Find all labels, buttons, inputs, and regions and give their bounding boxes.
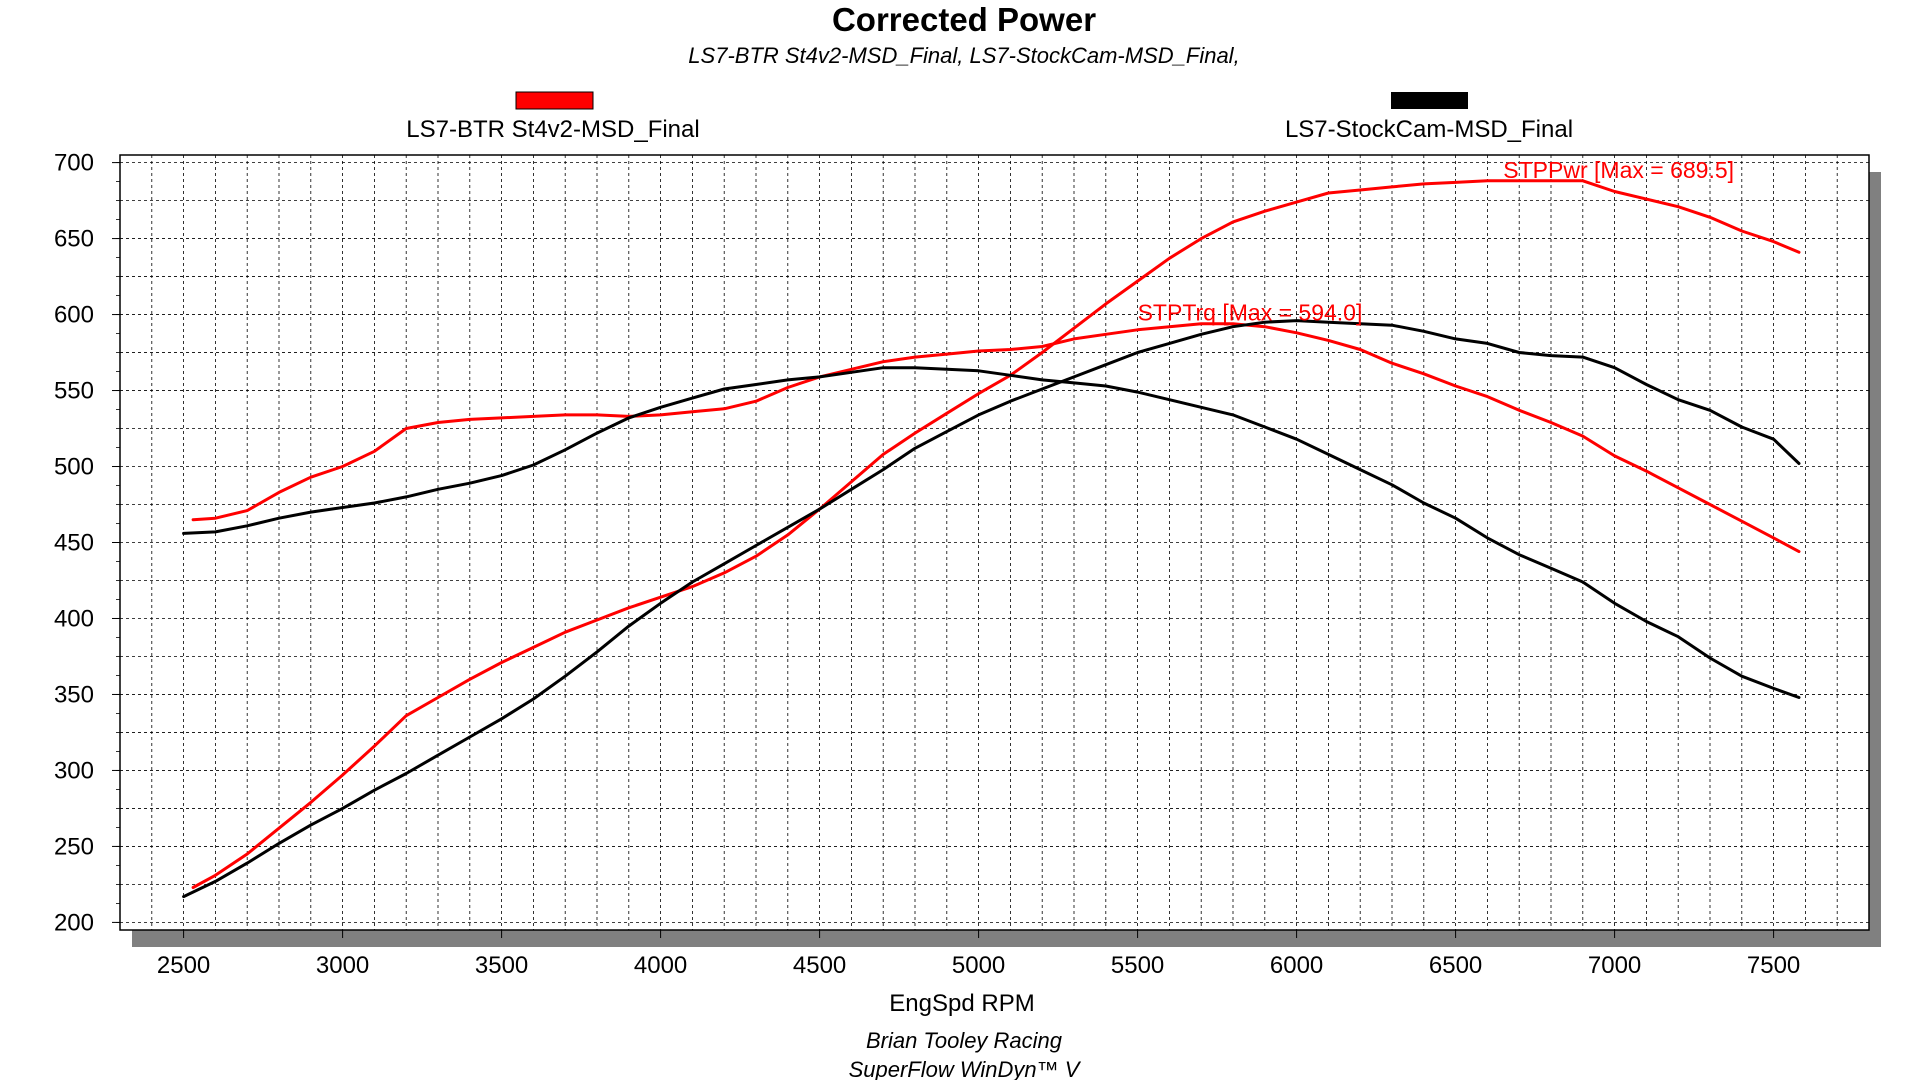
y-tick-label-300: 300	[54, 757, 94, 784]
x-tick-label-4000: 4000	[634, 952, 687, 979]
series-line-0	[191, 179, 1801, 889]
plot-frame	[119, 154, 1881, 947]
header-layer: Corrected Power LS7-BTR St4v2-MSD_Final,…	[406, 1, 1573, 1082]
y-tick-label-400: 400	[54, 605, 94, 632]
y-tick-label-600: 600	[54, 302, 94, 329]
y-tick-label-650: 650	[54, 226, 94, 253]
x-tick-label-7500: 7500	[1747, 952, 1800, 979]
x-tick-label-3500: 3500	[475, 952, 528, 979]
annotation-1: STPTrq [Max = 594.0]	[1138, 300, 1363, 326]
x-tick-label-6000: 6000	[1270, 952, 1323, 979]
series-line-3	[182, 366, 1801, 699]
y-tick-label-500: 500	[54, 454, 94, 481]
x-axis-label: EngSpd RPM	[889, 990, 1034, 1017]
series-layer	[182, 179, 1801, 899]
legend-label-stock: LS7-StockCam-MSD_Final	[1285, 116, 1573, 143]
chart-title: Corrected Power	[832, 1, 1096, 38]
annotation-layer: STPPwr [Max = 689.5] STPTrq [Max = 594.0]	[1138, 157, 1734, 326]
series-line-2	[182, 319, 1801, 899]
legend-swatch-btr	[515, 91, 594, 110]
y-tick-label-450: 450	[54, 530, 94, 557]
y-tick-label-250: 250	[54, 833, 94, 860]
series-line-1	[191, 322, 1801, 554]
plot-area	[119, 154, 1870, 931]
chart-subtitle: LS7-BTR St4v2-MSD_Final, LS7-StockCam-MS…	[688, 43, 1239, 68]
x-tick-label-3000: 3000	[316, 952, 369, 979]
x-tick-label-4500: 4500	[793, 952, 846, 979]
annotation-0: STPPwr [Max = 689.5]	[1503, 157, 1734, 183]
tick-layer: 2500 3000 3500 4000 4500 5000 5500 6000 6500 7000…	[54, 150, 1800, 979]
legend-label-btr: LS7-BTR St4v2-MSD_Final	[406, 116, 699, 143]
y-tick-label-350: 350	[54, 681, 94, 708]
x-tick-label-7000: 7000	[1588, 952, 1641, 979]
x-tick-label-5500: 5500	[1111, 952, 1164, 979]
y-tick-label-700: 700	[54, 150, 94, 177]
y-tick-label-550: 550	[54, 378, 94, 405]
y-tick-label-200: 200	[54, 909, 94, 936]
x-tick-label-2500: 2500	[157, 952, 210, 979]
footer-line-2: SuperFlow WinDyn™ V	[849, 1057, 1082, 1080]
x-tick-label-5000: 5000	[952, 952, 1005, 979]
x-tick-label-6500: 6500	[1429, 952, 1482, 979]
footer-line-1: Brian Tooley Racing	[866, 1028, 1063, 1053]
legend-swatch-stock	[1391, 92, 1468, 109]
